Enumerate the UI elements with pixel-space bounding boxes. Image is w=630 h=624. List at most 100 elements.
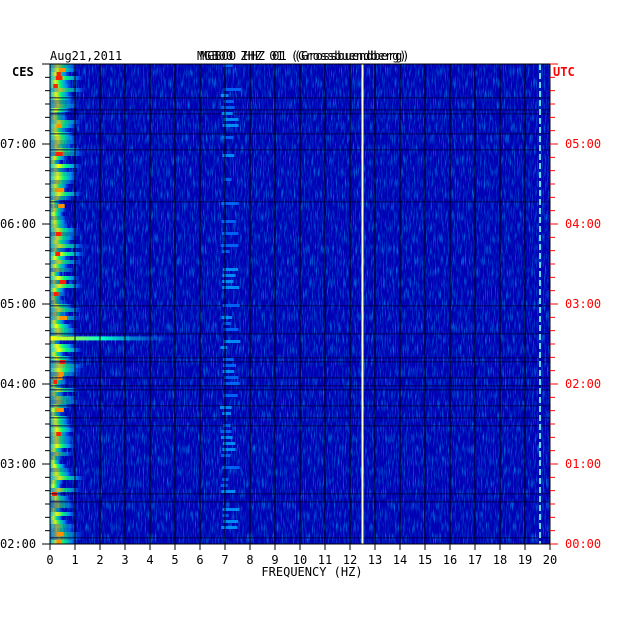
x-tick-label: 10	[293, 553, 307, 567]
right-time-label: 00:00	[565, 537, 601, 551]
low-frequency-slice	[50, 300, 68, 304]
low-frequency-slice	[50, 100, 79, 104]
left-time-label: 02:00	[0, 537, 36, 551]
low-frequency-slice	[50, 380, 70, 384]
low-frequency-slice	[50, 216, 69, 220]
left-time-label: 07:00	[0, 137, 36, 151]
low-frequency-slice	[50, 244, 89, 248]
low-frequency-slice	[50, 276, 83, 280]
mid-frequency-band-blob	[223, 268, 239, 271]
x-tick-label: 17	[468, 553, 482, 567]
left-timezone-label: CES	[12, 65, 34, 79]
low-frequency-slice	[50, 168, 71, 172]
mid-frequency-band-blob	[223, 520, 239, 523]
low-frequency-slice	[50, 308, 85, 312]
low-frequency-slice	[50, 84, 75, 88]
x-tick-label: 11	[318, 553, 332, 567]
low-frequency-hotspot	[56, 532, 64, 536]
x-tick-label: 5	[171, 553, 178, 567]
low-frequency-hotspot	[59, 316, 67, 320]
low-frequency-slice	[50, 448, 66, 452]
low-frequency-slice	[50, 372, 83, 376]
low-frequency-slice	[50, 104, 82, 108]
station-title: MGB00 ZHZ 01 (Grossbuendberg)	[197, 49, 407, 63]
low-frequency-slice	[50, 272, 63, 276]
mid-frequency-band-blob	[223, 376, 239, 379]
x-tick-label: 7	[221, 553, 228, 567]
x-tick-label: 19	[518, 553, 532, 567]
left-time-label: 03:00	[0, 457, 36, 471]
low-frequency-slice	[50, 160, 63, 164]
low-frequency-slice	[50, 172, 81, 176]
mid-frequency-band-blob	[221, 220, 236, 223]
low-frequency-slice	[50, 312, 71, 316]
low-frequency-slice	[50, 436, 76, 440]
x-tick-label: 20	[543, 553, 557, 567]
x-tick-label: 14	[393, 553, 407, 567]
mid-frequency-band-blob	[222, 274, 236, 277]
low-frequency-slice	[50, 396, 81, 400]
low-frequency-hotspot	[59, 280, 67, 284]
low-frequency-slice	[50, 328, 82, 332]
low-frequency-slice	[50, 80, 73, 84]
mid-frequency-band-blob	[221, 454, 231, 457]
low-frequency-slice	[50, 512, 79, 516]
low-frequency-slice	[50, 440, 76, 444]
mid-frequency-band-blob	[223, 64, 233, 67]
mid-frequency-band-blob	[220, 406, 232, 409]
low-frequency-slice	[50, 156, 69, 160]
low-frequency-slice	[50, 192, 86, 196]
mid-frequency-band-blob	[222, 364, 237, 367]
mid-frequency-band-blob	[222, 154, 235, 157]
left-time-label: 06:00	[0, 217, 36, 231]
low-frequency-slice	[50, 208, 69, 212]
right-time-label: 02:00	[565, 377, 601, 391]
mid-frequency-band-blob	[223, 88, 242, 91]
low-frequency-slice	[50, 412, 64, 416]
low-frequency-slice	[50, 452, 76, 456]
low-frequency-slice	[50, 180, 78, 184]
low-frequency-hotspot	[56, 124, 62, 128]
low-frequency-slice	[50, 484, 63, 488]
x-tick-label: 8	[246, 553, 253, 567]
low-frequency-slice	[50, 136, 80, 140]
right-time-label: 05:00	[565, 137, 601, 151]
mid-frequency-band-blob	[222, 286, 240, 289]
low-frequency-hotspot	[55, 232, 62, 236]
low-frequency-slice	[50, 400, 84, 404]
low-frequency-slice	[50, 324, 76, 328]
low-frequency-slice	[50, 212, 65, 216]
low-frequency-slice	[50, 116, 71, 120]
low-frequency-slice	[50, 340, 63, 344]
low-frequency-slice	[50, 464, 68, 468]
date-label: Aug21,2011	[50, 49, 122, 63]
spectrogram-plot-area	[49, 63, 551, 545]
low-frequency-slice	[50, 480, 65, 484]
broadband-burst	[50, 336, 183, 341]
low-frequency-slice	[50, 152, 89, 156]
mid-frequency-band-blob	[220, 430, 232, 433]
mid-frequency-band-blob	[223, 328, 239, 331]
low-frequency-slice	[50, 224, 71, 228]
mid-frequency-band-blob	[222, 370, 235, 373]
mid-frequency-band-blob	[222, 508, 240, 511]
x-tick-label: 9	[271, 553, 278, 567]
low-frequency-slice	[50, 428, 78, 432]
low-frequency-slice	[50, 124, 80, 128]
low-frequency-slice	[50, 236, 80, 240]
low-frequency-slice	[50, 264, 71, 268]
low-frequency-hotspot	[53, 84, 58, 88]
low-frequency-slice	[50, 268, 78, 272]
low-frequency-slice	[50, 260, 84, 264]
low-frequency-slice	[50, 64, 81, 68]
low-frequency-hotspot	[58, 204, 65, 208]
mid-frequency-band-blob	[220, 244, 239, 247]
low-frequency-slice	[50, 444, 78, 448]
low-frequency-slice	[50, 460, 63, 464]
mid-frequency-band-blob	[222, 304, 240, 307]
low-frequency-slice	[50, 532, 86, 536]
mid-frequency-band-blob	[223, 340, 241, 343]
low-frequency-hotspot	[55, 152, 63, 156]
x-tick-label: 13	[368, 553, 382, 567]
